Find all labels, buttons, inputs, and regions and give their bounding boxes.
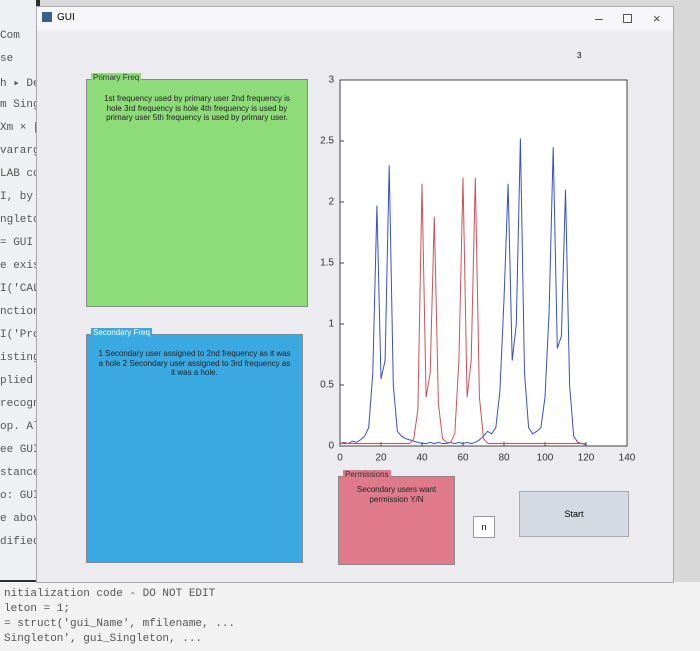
x-tick-label: 60 <box>457 453 469 464</box>
y-tick-label: 0 <box>328 441 334 452</box>
x-tick-label: 40 <box>416 453 428 464</box>
x-tick-label: 140 <box>619 453 636 464</box>
plot-area <box>340 80 627 446</box>
y-tick-label: 1.5 <box>320 258 334 269</box>
y-tick-label: 3 <box>328 75 334 86</box>
plot: 0 20 40 60 80 100 120 140 0 0.5 1 1.5 2 2.5 3 <box>0 0 700 651</box>
x-tick-label: 120 <box>578 453 595 464</box>
x-tick-label: 0 <box>337 453 343 464</box>
x-tick-label: 80 <box>498 453 510 464</box>
y-tick-label: 1 <box>328 319 334 330</box>
y-tick-label: 0.5 <box>320 380 334 391</box>
page: Comseh ▸ Deskm SinghXm × [varargLAB coI,… <box>0 0 700 651</box>
x-tick-label: 100 <box>537 453 554 464</box>
x-tick-label: 20 <box>375 453 387 464</box>
y-tick-label: 2.5 <box>320 136 334 147</box>
y-tick-label: 2 <box>328 197 334 208</box>
